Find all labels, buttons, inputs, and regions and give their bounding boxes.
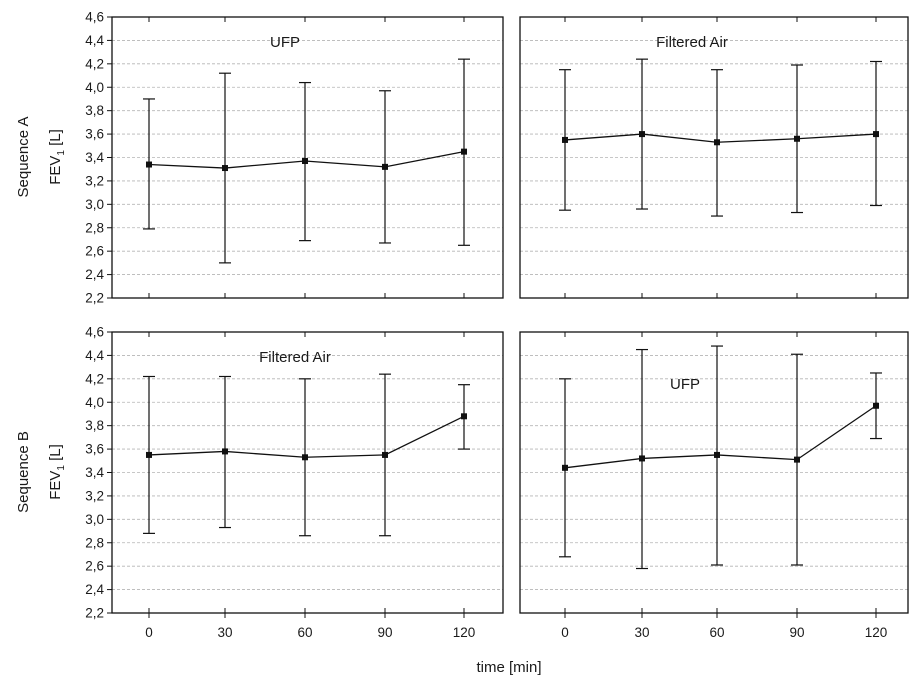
x-tick-label: 60 (709, 625, 724, 640)
mean-point (639, 131, 645, 138)
ylabel-main: FEV (47, 156, 64, 185)
y-tick-label: 3,6 (85, 442, 104, 457)
y-tick-label: 2,4 (85, 582, 104, 597)
ylabel-unit: [L] (47, 444, 64, 461)
y-tick-label: 3,8 (85, 103, 104, 118)
x-axis-title: time [min] (476, 659, 541, 676)
y-tick-label: 3,4 (85, 465, 104, 480)
mean-point (461, 413, 467, 420)
x-tick-label: 60 (297, 625, 312, 640)
panel-1: 2,2 2,4 2,6 2,8 3,0 3,2 3,4 3,6 3,8 4,0 4,2 4,4 4,6 U… (85, 10, 504, 306)
y-tick-label: 2,6 (85, 559, 104, 574)
mean-point (382, 163, 388, 170)
mean-point (794, 456, 800, 463)
mean-point (794, 135, 800, 142)
y-tick-label: 3,6 (85, 127, 104, 142)
plot-frame (519, 331, 909, 614)
panel-title: Filtered Air (259, 349, 331, 366)
mean-point (873, 402, 879, 409)
panel-title: Filtered Air (656, 34, 728, 51)
y-tick-label: 2,6 (85, 244, 104, 259)
y-tick-label: 2,2 (85, 291, 104, 306)
mean-point (714, 451, 720, 458)
mean-point (302, 454, 308, 461)
mean-point (146, 451, 152, 458)
y-tick-label: 3,2 (85, 488, 104, 503)
ylabel-subscript: 1 (56, 150, 67, 156)
mean-line (564, 133, 877, 143)
panel-title: UFP (270, 34, 300, 51)
x-tick-label: 30 (217, 625, 232, 640)
mean-line (148, 415, 465, 458)
x-tick-label: 0 (145, 625, 153, 640)
mean-point (714, 139, 720, 146)
x-tick-label: 90 (377, 625, 392, 640)
y-tick-label: 2,2 (85, 606, 104, 621)
y-tick-label: 4,6 (85, 325, 104, 340)
y-tick-label: 2,8 (85, 220, 104, 235)
y-tick-label: 4,2 (85, 371, 104, 386)
y-tick-label: 4,0 (85, 395, 104, 410)
svg-text:FEV1 [L]: FEV1 [L] (47, 129, 67, 185)
y-tick-label: 3,0 (85, 512, 104, 527)
y-tick-label: 3,8 (85, 418, 104, 433)
panel-4: 0 30 60 90 120 UFP (519, 331, 909, 640)
panel-title: UFP (670, 376, 700, 393)
y-tick-label: 4,6 (85, 10, 104, 25)
ylabel-unit: [L] (47, 129, 64, 146)
y-tick-label: 3,4 (85, 150, 104, 165)
y-tick-label: 4,0 (85, 80, 104, 95)
ylabel-main: FEV (47, 471, 64, 500)
mean-point (562, 136, 568, 143)
mean-point (222, 448, 228, 455)
y-tick-label: 4,2 (85, 56, 104, 71)
mean-point (461, 148, 467, 155)
mean-point (146, 161, 152, 168)
mean-point (222, 165, 228, 172)
svg-text:FEV1 [L]: FEV1 [L] (47, 444, 67, 500)
y-tick-label: 4,4 (85, 348, 104, 363)
mean-point (382, 451, 388, 458)
panels: 2,2 2,4 2,6 2,8 3,0 3,2 3,4 3,6 3,8 4,0 4,2 4,4 4,6 U… (85, 10, 909, 640)
mean-line (564, 405, 877, 469)
ylabel-subscript: 1 (56, 465, 67, 471)
mean-point (873, 131, 879, 138)
x-tick-label: 120 (865, 625, 888, 640)
row-label-sequence-b: Sequence B (15, 431, 32, 513)
x-tick-label: 30 (634, 625, 649, 640)
panel-2: Filtered Air (519, 16, 909, 299)
x-tick-label: 120 (453, 625, 476, 640)
y-tick-label: 3,0 (85, 197, 104, 212)
panel-3: 2,2 2,4 2,6 2,8 3,0 3,2 3,4 3,6 3,8 4,0 4,2 4,4 4,6 0… (85, 325, 504, 640)
x-tick-label: 0 (561, 625, 569, 640)
y-tick-label: 2,8 (85, 535, 104, 550)
x-tick-label: 90 (789, 625, 804, 640)
mean-point (562, 464, 568, 471)
mean-point (302, 158, 308, 165)
y-tick-label: 2,4 (85, 267, 104, 282)
y-axis-title-a: FEV1 [L] (47, 129, 67, 185)
plot-frame (519, 16, 909, 299)
row-label-sequence-a: Sequence A (15, 117, 32, 198)
y-axis-title-b: FEV1 [L] (47, 444, 67, 500)
y-tick-label: 3,2 (85, 173, 104, 188)
mean-point (639, 455, 645, 462)
y-tick-label: 4,4 (85, 33, 104, 48)
